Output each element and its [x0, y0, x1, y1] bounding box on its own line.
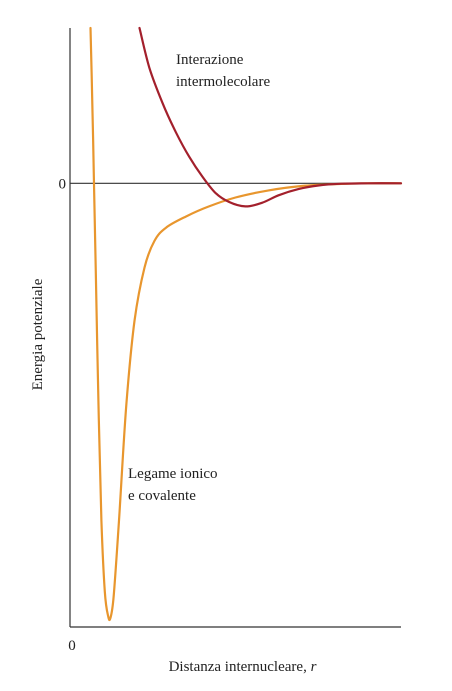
curve-intermolecular [138, 26, 403, 208]
series-label-ionic-covalent: Legame ionico e covalente [128, 466, 221, 504]
x-zero-tick-label: 0 [68, 638, 76, 654]
series-label-line: intermolecolare [176, 74, 270, 90]
series-label-line: e covalente [128, 488, 196, 504]
x-axis-label-variable: r [311, 659, 317, 675]
series-label-line: Interazione [176, 52, 244, 68]
curve-ionic-covalent [89, 26, 403, 622]
x-axis-label: Distanza internucleare, r [169, 659, 317, 675]
labels: 0 0 Energia potenziale Distanza internuc… [30, 52, 317, 675]
curves [89, 26, 403, 622]
y-axis-label: Energia potenziale [30, 278, 46, 390]
series-label-intermolecular: Interazione intermolecolare [176, 52, 270, 90]
axes [69, 28, 401, 628]
y-zero-tick-label: 0 [59, 176, 67, 192]
series-label-line: Legame ionico [128, 466, 218, 482]
x-axis-label-text: Distanza internucleare, [169, 659, 311, 675]
